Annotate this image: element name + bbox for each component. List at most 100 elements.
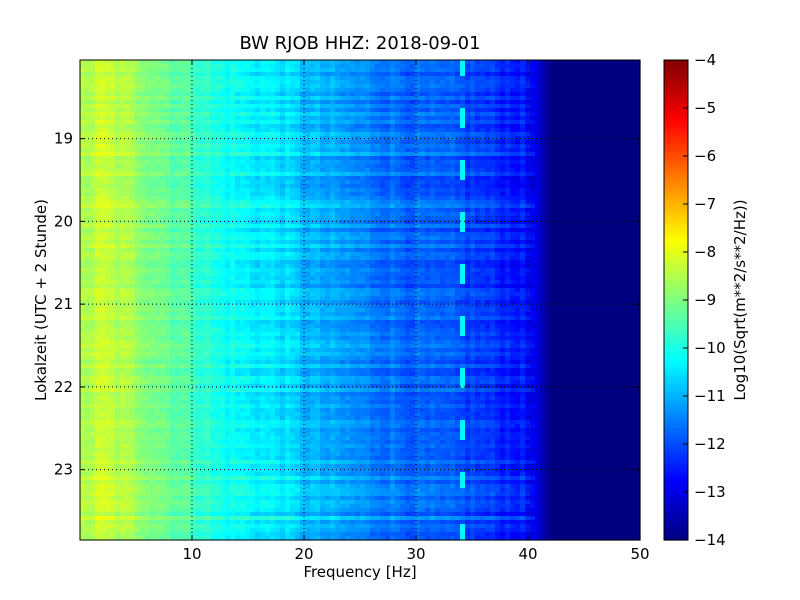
heatmap-cell bbox=[210, 124, 216, 129]
heatmap-cell bbox=[185, 96, 191, 101]
heatmap-cell bbox=[190, 120, 196, 125]
heatmap-cell bbox=[230, 144, 236, 149]
heatmap-cell bbox=[245, 84, 251, 89]
heatmap-cell bbox=[130, 60, 136, 65]
heatmap-cell bbox=[510, 124, 516, 129]
heatmap-cell bbox=[445, 164, 451, 169]
heatmap-cell bbox=[135, 104, 141, 109]
heatmap-cell bbox=[320, 80, 326, 85]
heatmap-cell bbox=[535, 208, 541, 213]
heatmap-cell bbox=[350, 108, 356, 113]
heatmap-cell bbox=[590, 224, 596, 229]
heatmap-cell bbox=[350, 112, 356, 117]
heatmap-cell bbox=[605, 72, 611, 77]
heatmap-cell bbox=[440, 76, 446, 81]
heatmap-cell bbox=[230, 192, 236, 197]
heatmap-cell bbox=[105, 80, 111, 85]
heatmap-cell bbox=[355, 228, 361, 233]
heatmap-cell bbox=[385, 212, 391, 217]
heatmap-cell bbox=[505, 72, 511, 77]
heatmap-cell bbox=[460, 80, 466, 85]
heatmap-cell bbox=[585, 112, 591, 117]
heatmap-cell bbox=[460, 68, 466, 73]
heatmap-cell bbox=[415, 112, 421, 117]
heatmap-cell bbox=[500, 180, 506, 185]
heatmap-cell bbox=[220, 120, 226, 125]
heatmap-cell bbox=[255, 180, 261, 185]
heatmap-cell bbox=[80, 72, 86, 77]
heatmap-cell bbox=[510, 208, 516, 213]
heatmap-cell bbox=[455, 108, 461, 113]
heatmap-cell bbox=[275, 200, 281, 205]
heatmap-cell bbox=[595, 148, 601, 153]
heatmap-cell bbox=[390, 168, 396, 173]
heatmap-cell bbox=[520, 64, 526, 69]
heatmap-cell bbox=[215, 228, 221, 233]
heatmap-cell bbox=[425, 228, 431, 233]
heatmap-cell bbox=[430, 176, 436, 181]
heatmap-cell bbox=[190, 80, 196, 85]
heatmap-cell bbox=[470, 128, 476, 133]
heatmap-cell bbox=[480, 204, 486, 209]
heatmap-cell bbox=[250, 216, 256, 221]
heatmap-cell bbox=[145, 60, 151, 65]
heatmap-cell bbox=[615, 212, 621, 217]
heatmap-cell bbox=[250, 212, 256, 217]
heatmap-cell bbox=[325, 156, 331, 161]
heatmap-cell bbox=[505, 156, 511, 161]
heatmap-cell bbox=[135, 212, 141, 217]
heatmap-cell bbox=[465, 84, 471, 89]
heatmap-cell bbox=[180, 80, 186, 85]
heatmap-cell bbox=[480, 216, 486, 221]
heatmap-cell bbox=[535, 184, 541, 189]
heatmap-cell bbox=[155, 136, 161, 141]
heatmap-cell bbox=[310, 188, 316, 193]
heatmap-cell bbox=[165, 176, 171, 181]
heatmap-cell bbox=[580, 176, 586, 181]
heatmap-cell bbox=[235, 112, 241, 117]
heatmap-cell bbox=[300, 68, 306, 73]
heatmap-cell bbox=[165, 96, 171, 101]
heatmap-cell bbox=[300, 88, 306, 93]
heatmap-cell bbox=[215, 96, 221, 101]
heatmap-cell bbox=[155, 124, 161, 129]
heatmap-cell bbox=[295, 144, 301, 149]
heatmap-cell bbox=[195, 184, 201, 189]
heatmap-cell bbox=[585, 132, 591, 137]
heatmap-cell bbox=[110, 168, 116, 173]
heatmap-cell bbox=[160, 84, 166, 89]
heatmap-cell bbox=[335, 152, 341, 157]
heatmap-cell bbox=[85, 132, 91, 137]
heatmap-cell bbox=[575, 172, 581, 177]
heatmap-cell bbox=[135, 112, 141, 117]
heatmap-cell bbox=[595, 220, 601, 225]
heatmap-cell bbox=[135, 88, 141, 93]
heatmap-cell bbox=[390, 212, 396, 217]
heatmap-cell bbox=[290, 224, 296, 229]
heatmap-cell bbox=[500, 76, 506, 81]
heatmap-cell bbox=[480, 184, 486, 189]
heatmap-cell bbox=[380, 236, 386, 241]
heatmap-cell bbox=[320, 160, 326, 165]
heatmap-cell bbox=[120, 224, 126, 229]
heatmap-cell bbox=[105, 192, 111, 197]
heatmap-cell bbox=[515, 160, 521, 165]
heatmap-cell bbox=[290, 212, 296, 217]
heatmap-cell bbox=[345, 128, 351, 133]
heatmap-cell bbox=[200, 228, 206, 233]
heatmap-cell bbox=[205, 92, 211, 97]
heatmap-cell bbox=[520, 116, 526, 121]
heatmap-cell bbox=[200, 108, 206, 113]
heatmap-cell bbox=[550, 160, 556, 165]
heatmap-cell bbox=[575, 84, 581, 89]
heatmap-cell bbox=[205, 136, 211, 141]
heatmap-cell bbox=[390, 228, 396, 233]
heatmap-cell bbox=[450, 188, 456, 193]
heatmap-cell bbox=[560, 192, 566, 197]
heatmap-cell bbox=[340, 68, 346, 73]
heatmap-cell bbox=[150, 212, 156, 217]
heatmap-cell bbox=[380, 84, 386, 89]
heatmap-cell bbox=[100, 192, 106, 197]
heatmap-cell bbox=[495, 104, 501, 109]
heatmap-cell bbox=[530, 84, 536, 89]
